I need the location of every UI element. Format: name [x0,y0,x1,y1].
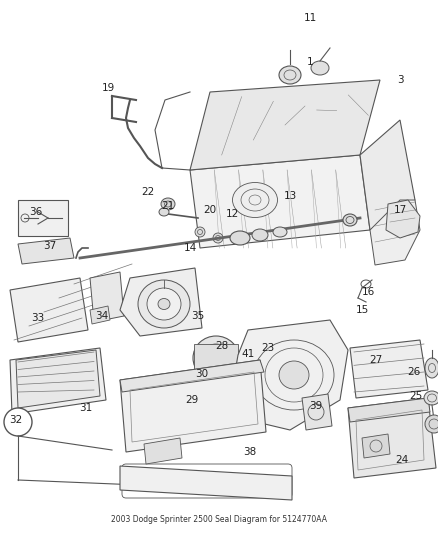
Polygon shape [120,466,292,500]
Polygon shape [360,120,415,230]
Text: 22: 22 [141,187,155,197]
Polygon shape [120,360,266,452]
Polygon shape [302,394,332,430]
Ellipse shape [252,229,268,241]
Ellipse shape [279,66,301,84]
Polygon shape [120,268,202,336]
Ellipse shape [209,351,223,365]
Text: 24: 24 [396,455,409,465]
Text: 2003 Dodge Sprinter 2500 Seal Diagram for 5124770AA: 2003 Dodge Sprinter 2500 Seal Diagram fo… [111,515,327,524]
Text: 19: 19 [101,83,115,93]
Text: 26: 26 [407,367,420,377]
Polygon shape [90,272,124,322]
Ellipse shape [147,288,181,320]
Text: 41: 41 [241,349,254,359]
Text: 34: 34 [95,311,109,321]
Ellipse shape [230,231,250,245]
Ellipse shape [159,208,169,216]
Ellipse shape [343,214,357,226]
Text: 11: 11 [304,13,317,23]
Polygon shape [10,348,106,414]
Text: 33: 33 [32,313,45,323]
Bar [18,200,68,236]
Text: 32: 32 [9,415,23,425]
Polygon shape [350,340,428,398]
Text: 14: 14 [184,243,197,253]
Text: 25: 25 [410,391,423,401]
Polygon shape [18,238,74,264]
Text: 36: 36 [29,207,42,217]
Ellipse shape [224,389,236,400]
Ellipse shape [311,61,329,75]
Polygon shape [232,320,348,430]
Polygon shape [370,200,420,265]
Text: 15: 15 [355,305,369,315]
Text: 13: 13 [283,191,297,201]
Polygon shape [90,306,110,324]
Ellipse shape [425,358,438,378]
Polygon shape [120,360,264,392]
Text: 29: 29 [185,395,198,405]
Ellipse shape [273,227,287,237]
Polygon shape [10,278,88,342]
Ellipse shape [213,355,219,361]
Ellipse shape [4,408,32,436]
Text: 20: 20 [203,205,216,215]
Ellipse shape [425,415,438,433]
Ellipse shape [158,298,170,310]
Ellipse shape [233,182,278,217]
Text: 17: 17 [393,205,406,215]
Polygon shape [190,155,370,248]
Ellipse shape [161,198,175,210]
Ellipse shape [195,227,205,237]
Text: 35: 35 [191,311,205,321]
Ellipse shape [201,344,231,372]
Ellipse shape [213,233,223,243]
Ellipse shape [279,361,309,389]
Ellipse shape [138,280,190,328]
Text: 23: 23 [261,343,275,353]
Ellipse shape [424,391,438,405]
Text: 31: 31 [79,403,92,413]
Polygon shape [348,398,436,478]
Text: 37: 37 [43,241,57,251]
Polygon shape [16,350,100,408]
Polygon shape [144,438,182,464]
Text: 39: 39 [309,401,323,411]
Ellipse shape [193,336,239,380]
Polygon shape [386,200,420,238]
Ellipse shape [208,381,224,395]
Polygon shape [190,80,380,170]
Text: 12: 12 [226,209,239,219]
Text: 30: 30 [195,369,208,379]
Text: 27: 27 [369,355,383,365]
Text: 38: 38 [244,447,257,457]
Polygon shape [362,434,390,458]
Text: 3: 3 [397,75,403,85]
Text: 28: 28 [215,341,229,351]
Polygon shape [348,398,430,422]
Text: 16: 16 [361,287,374,297]
Text: 21: 21 [161,201,175,211]
Bar [194,344,238,372]
Ellipse shape [240,354,256,369]
Text: 1: 1 [307,57,313,67]
